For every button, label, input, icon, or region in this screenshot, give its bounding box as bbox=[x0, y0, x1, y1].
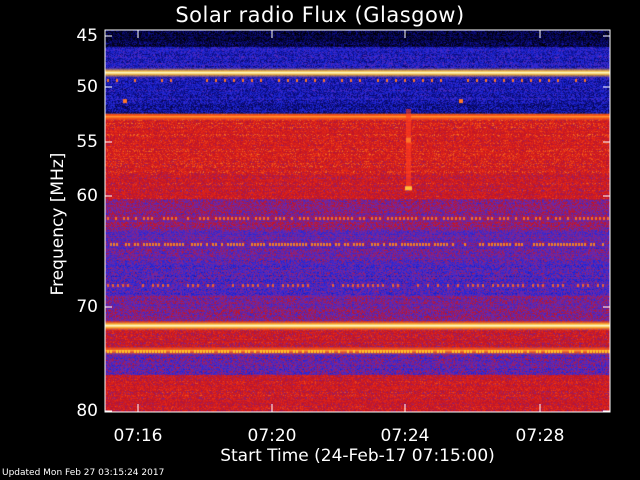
y-axis-label: Frequency [MHz] bbox=[48, 152, 68, 296]
y-tick-label: 55 bbox=[76, 132, 98, 152]
spectrogram-heatmap bbox=[105, 30, 610, 412]
plot-frame bbox=[104, 29, 611, 413]
x-tick-label: 07:28 bbox=[515, 426, 565, 446]
x-axis-label: Start Time (24-Feb-17 07:15:00) bbox=[220, 446, 495, 466]
y-tick-label: 70 bbox=[76, 297, 98, 317]
x-tick-label: 07:24 bbox=[380, 426, 430, 446]
x-tick-label: 07:16 bbox=[113, 426, 163, 446]
x-tick-label: 07:20 bbox=[247, 426, 297, 446]
y-tick-label: 60 bbox=[76, 186, 98, 206]
updated-timestamp: Updated Mon Feb 27 03:15:24 2017 bbox=[2, 468, 165, 478]
y-tick-label: 80 bbox=[76, 401, 98, 421]
y-tick-label: 45 bbox=[76, 26, 98, 46]
y-tick-label: 50 bbox=[76, 77, 98, 97]
chart-title: Solar radio Flux (Glasgow) bbox=[175, 3, 465, 27]
